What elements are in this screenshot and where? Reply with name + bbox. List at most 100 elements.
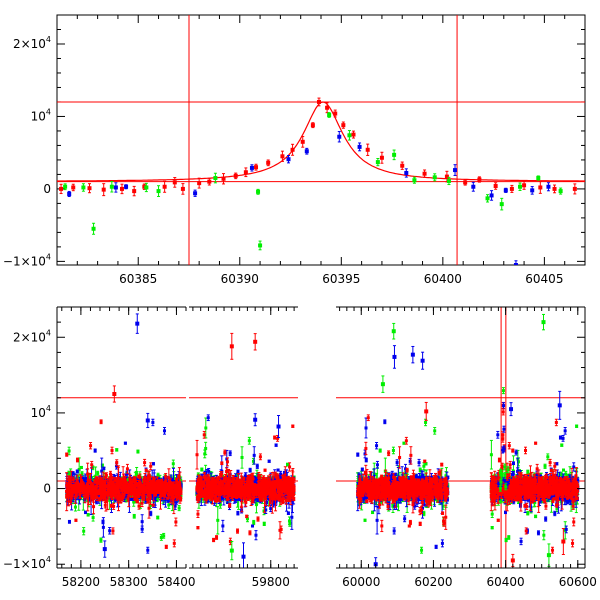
- data-point: [166, 498, 170, 502]
- data-point: [163, 429, 167, 433]
- data-point: [158, 492, 162, 496]
- data-point: [79, 465, 83, 469]
- x-tick-label: 60395: [322, 272, 360, 286]
- data-point: [193, 191, 198, 196]
- data-point: [333, 111, 338, 116]
- data-point: [101, 525, 105, 529]
- data-point: [149, 511, 153, 515]
- data-point: [73, 505, 77, 509]
- y-tick-label: 104: [31, 107, 51, 123]
- data-point: [115, 448, 119, 452]
- data-point: [94, 499, 98, 503]
- data-point: [207, 179, 212, 184]
- data-point: [167, 503, 171, 507]
- data-point: [197, 181, 202, 186]
- data-point: [280, 154, 285, 159]
- data-point: [136, 450, 140, 454]
- data-point: [404, 170, 409, 175]
- data-point: [71, 185, 76, 190]
- data-point: [213, 176, 218, 181]
- data-point: [422, 171, 427, 176]
- data-point: [132, 514, 136, 518]
- data-point: [400, 163, 405, 168]
- data-point: [162, 534, 166, 538]
- data-point: [67, 471, 71, 475]
- data-point: [67, 191, 72, 196]
- x-tick-label: 60385: [119, 272, 157, 286]
- data-point: [162, 476, 166, 480]
- data-point: [87, 186, 92, 191]
- data-point: [316, 99, 321, 104]
- data-point: [74, 518, 78, 522]
- data-point: [151, 420, 155, 424]
- data-point: [81, 185, 86, 190]
- data-point: [179, 478, 183, 482]
- data-point: [108, 498, 112, 502]
- data-point: [134, 471, 138, 475]
- data-point: [412, 178, 417, 183]
- y-tick-exponent: 4: [46, 252, 51, 261]
- data-point: [84, 510, 88, 514]
- data-point: [499, 202, 504, 207]
- data-point: [177, 506, 181, 510]
- plot-area: [57, 307, 585, 568]
- data-point: [67, 449, 71, 453]
- data-point: [108, 529, 112, 533]
- data-point: [503, 188, 508, 193]
- data-point: [91, 478, 95, 482]
- data-point: [249, 165, 254, 170]
- data-point: [113, 498, 117, 502]
- data-point: [121, 496, 125, 500]
- x-tick-label: 60390: [221, 272, 259, 286]
- data-point: [124, 493, 128, 497]
- x-tick-label: 60405: [525, 272, 563, 286]
- data-point: [453, 168, 458, 173]
- data-point: [256, 189, 261, 194]
- data-point: [107, 495, 111, 499]
- plot-frame: [56, 14, 586, 266]
- data-point: [325, 105, 330, 110]
- data-point: [310, 123, 315, 128]
- data-point: [538, 185, 543, 190]
- data-point: [148, 503, 152, 507]
- data-point: [337, 134, 342, 139]
- data-point: [347, 133, 352, 138]
- data-point: [113, 185, 118, 190]
- data-point: [180, 186, 185, 191]
- data-point: [132, 189, 137, 194]
- data-point: [552, 186, 557, 191]
- data-point: [63, 184, 68, 189]
- data-point: [76, 475, 80, 479]
- data-point: [489, 193, 494, 198]
- y-tick-label: 0: [43, 182, 51, 196]
- data-point: [173, 482, 177, 486]
- data-point: [75, 470, 79, 474]
- data-point: [100, 469, 104, 473]
- data-point: [114, 464, 118, 468]
- model-curve: [57, 101, 585, 182]
- data-point: [140, 527, 144, 531]
- data-point: [125, 472, 129, 476]
- data-point: [144, 185, 149, 190]
- data-point: [173, 498, 177, 502]
- y-tick-exponent: 4: [46, 107, 51, 116]
- data-point: [444, 174, 449, 179]
- data-point: [77, 467, 81, 471]
- data-point: [221, 176, 226, 181]
- data-point: [156, 474, 160, 478]
- data-point: [155, 498, 159, 502]
- data-point: [100, 464, 104, 468]
- y-tick-base: 0: [43, 182, 51, 196]
- data-point: [159, 535, 163, 539]
- data-point: [86, 513, 90, 517]
- data-point: [170, 478, 174, 482]
- plot-area: [57, 15, 585, 265]
- data-point: [93, 449, 97, 453]
- x-tick-label: 60400: [424, 272, 462, 286]
- data-point: [82, 529, 86, 533]
- data-point: [286, 157, 291, 162]
- data-point: [146, 548, 150, 552]
